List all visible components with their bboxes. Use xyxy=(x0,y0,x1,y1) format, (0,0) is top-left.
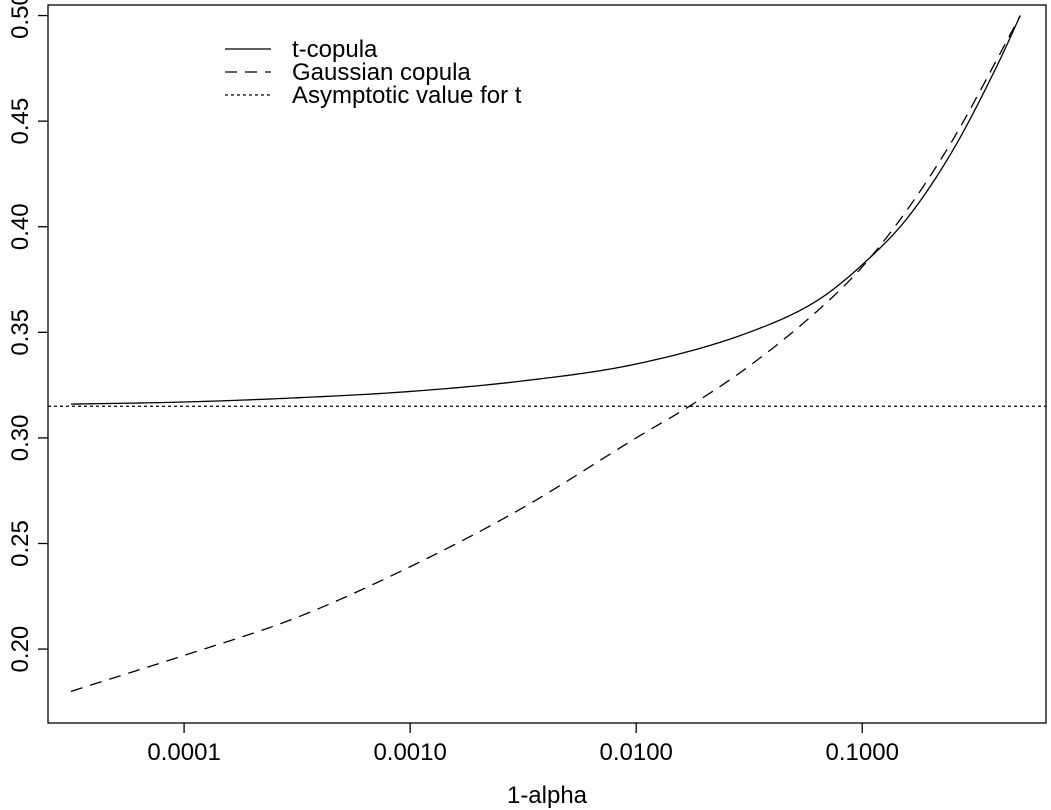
y-tick-label: 0.45 xyxy=(7,98,34,145)
plot-frame xyxy=(48,5,1046,723)
x-axis-label: 1-alpha xyxy=(507,782,588,809)
series-line-1 xyxy=(71,16,1020,405)
y-tick-label: 0.50 xyxy=(7,0,34,39)
x-tick-label: 0.0100 xyxy=(599,739,672,766)
x-tick-label: 0.0010 xyxy=(373,739,446,766)
legend-label: Asymptotic value for t xyxy=(292,82,522,109)
series-line-2 xyxy=(71,16,1020,692)
y-tick-label: 0.35 xyxy=(7,309,34,356)
y-tick-label: 0.40 xyxy=(7,203,34,250)
x-tick-label: 0.0001 xyxy=(147,739,220,766)
y-tick-label: 0.20 xyxy=(7,626,34,673)
y-axis: 0.20 0.25 0.30 0.35 0.40 0.45 0.50 xyxy=(7,0,48,672)
x-axis: 0.0001 0.0010 0.0100 0.1000 xyxy=(147,723,899,766)
x-tick-label: 0.1000 xyxy=(826,739,899,766)
y-tick-label: 0.30 xyxy=(7,415,34,462)
y-tick-label: 0.25 xyxy=(7,520,34,567)
series-layer xyxy=(48,16,1046,692)
